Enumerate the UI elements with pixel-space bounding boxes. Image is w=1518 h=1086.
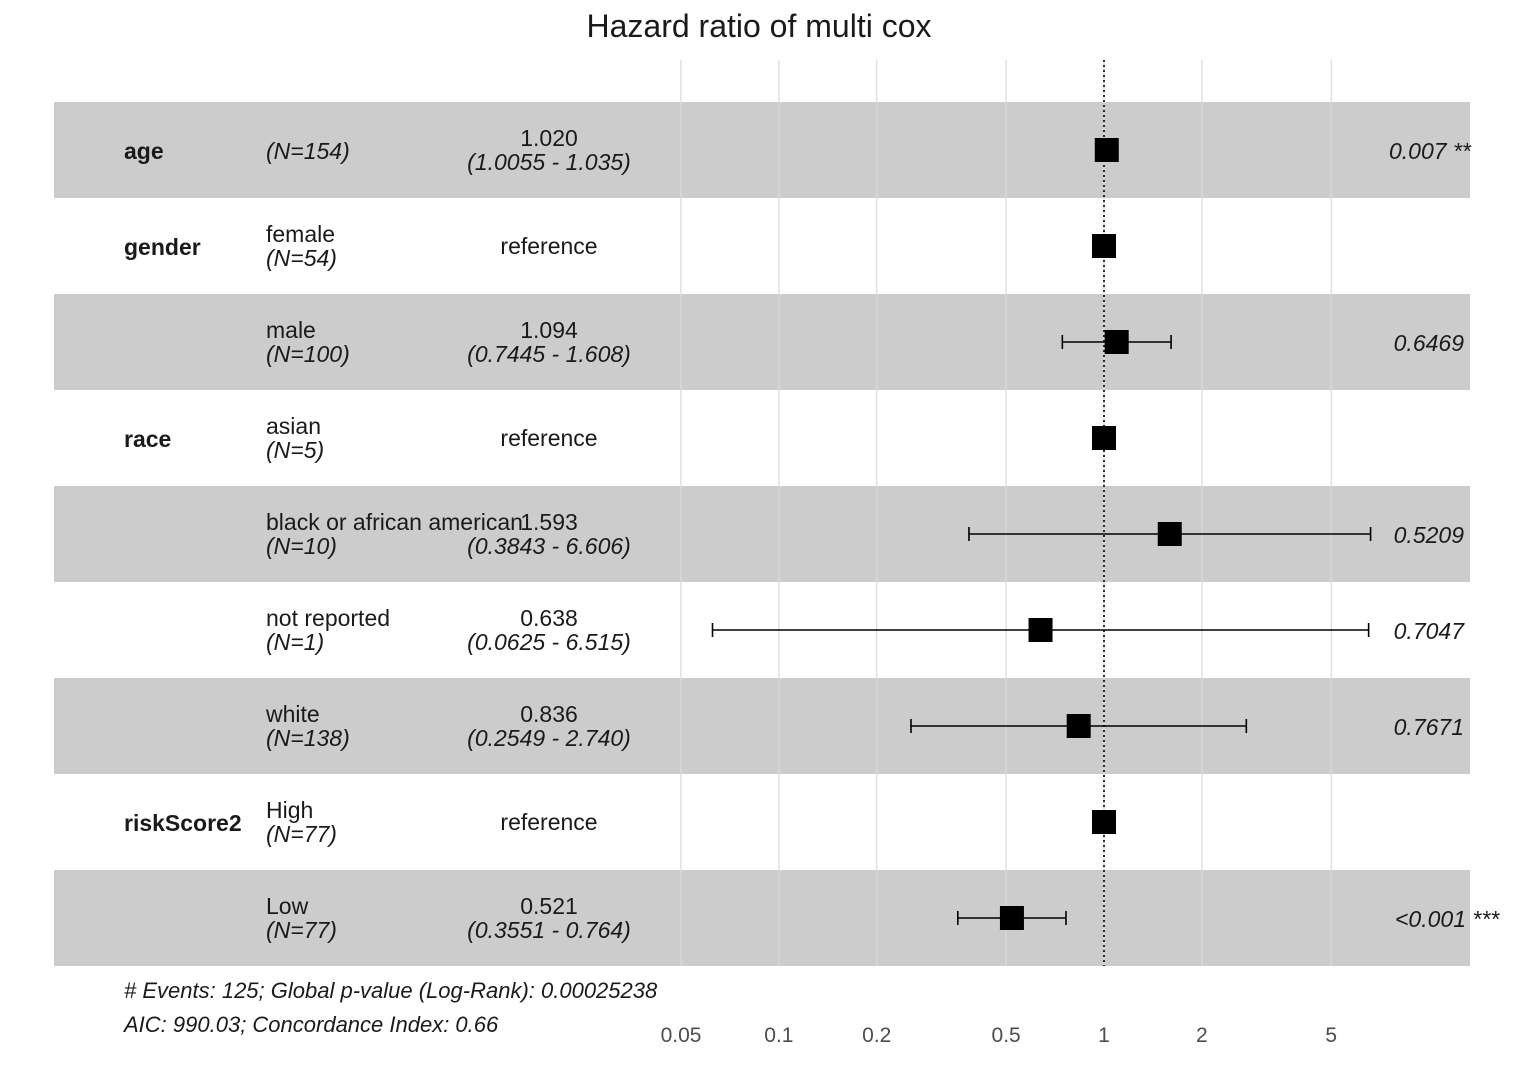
hr-point xyxy=(1157,522,1182,546)
x-tick-label: 5 xyxy=(1325,1024,1337,1047)
x-tick-label: 0.2 xyxy=(862,1024,891,1047)
hr-text: 1.593 xyxy=(520,509,578,535)
hr-point xyxy=(1092,234,1116,258)
row-band xyxy=(54,102,1470,198)
x-tick-label: 0.5 xyxy=(992,1024,1021,1047)
row-bands xyxy=(54,102,1470,966)
x-tick-label: 0.1 xyxy=(764,1024,793,1047)
hr-text: reference xyxy=(500,425,597,451)
variable-label: race xyxy=(124,426,171,452)
ci-text: (0.7445 - 1.608) xyxy=(467,341,631,367)
variable-label: gender xyxy=(124,234,201,260)
hr-point xyxy=(1028,618,1053,642)
hr-text: reference xyxy=(500,233,597,259)
level-label: female xyxy=(266,221,335,247)
chart-title: Hazard ratio of multi cox xyxy=(586,8,932,44)
level-label: black or african american xyxy=(266,509,523,535)
n-label: (N=10) xyxy=(266,533,337,559)
footer-events: # Events: 125; Global p-value (Log-Rank)… xyxy=(124,978,658,1003)
ci-text: (0.3551 - 0.764) xyxy=(467,917,631,943)
n-label: (N=154) xyxy=(266,138,350,164)
n-label: (N=5) xyxy=(266,437,324,463)
hr-point xyxy=(1104,330,1129,354)
hr-point xyxy=(1092,810,1116,834)
footer-aic: AIC: 990.03; Concordance Index: 0.66 xyxy=(122,1012,499,1037)
hr-point xyxy=(1092,426,1116,450)
x-tick-label: 2 xyxy=(1196,1024,1208,1047)
p-value: 0.6469 xyxy=(1394,330,1465,356)
hr-point xyxy=(1094,138,1119,162)
level-label: High xyxy=(266,797,313,823)
hr-text: 0.836 xyxy=(520,701,578,727)
variable-label: riskScore2 xyxy=(124,810,242,836)
hr-text: 0.521 xyxy=(520,893,578,919)
ci-text: (1.0055 - 1.035) xyxy=(467,149,631,175)
level-label: not reported xyxy=(266,605,390,631)
n-label: (N=1) xyxy=(266,629,324,655)
level-label: Low xyxy=(266,893,309,919)
hr-text: 1.094 xyxy=(520,317,578,343)
x-tick-label: 1 xyxy=(1098,1024,1110,1047)
hr-text: 0.638 xyxy=(520,605,578,631)
p-value: 0.7671 xyxy=(1394,714,1464,740)
p-value: 0.5209 xyxy=(1394,522,1465,548)
x-axis-ticks: 0.05 0.1 0.2 0.5 1 2 5 xyxy=(661,1024,1338,1047)
p-value: <0.001 *** xyxy=(1395,906,1500,932)
row-band xyxy=(54,294,1470,390)
row-band xyxy=(54,870,1470,966)
n-label: (N=54) xyxy=(266,245,337,271)
hr-point xyxy=(1066,714,1091,738)
ci-text: (0.2549 - 2.740) xyxy=(467,725,631,751)
level-label: white xyxy=(265,701,320,727)
n-label: (N=138) xyxy=(266,725,350,751)
level-label: male xyxy=(266,317,316,343)
n-label: (N=77) xyxy=(266,917,337,943)
forest-marks xyxy=(711,138,1372,930)
variable-label: age xyxy=(124,138,164,164)
ci-text: (0.3843 - 6.606) xyxy=(467,533,631,559)
n-label: (N=100) xyxy=(266,341,350,367)
hr-text: 1.020 xyxy=(520,125,578,151)
x-tick-label: 0.05 xyxy=(661,1024,702,1047)
p-value: 0.7047 xyxy=(1394,618,1466,644)
hr-text: reference xyxy=(500,809,597,835)
p-value: 0.007 ** xyxy=(1389,138,1472,164)
level-label: asian xyxy=(266,413,321,439)
n-label: (N=77) xyxy=(266,821,337,847)
ci-text: (0.0625 - 6.515) xyxy=(467,629,631,655)
row-labels: age (N=154) 1.020(1.0055 - 1.035) 0.007 ** g… xyxy=(124,125,1500,943)
hr-point xyxy=(999,906,1024,930)
